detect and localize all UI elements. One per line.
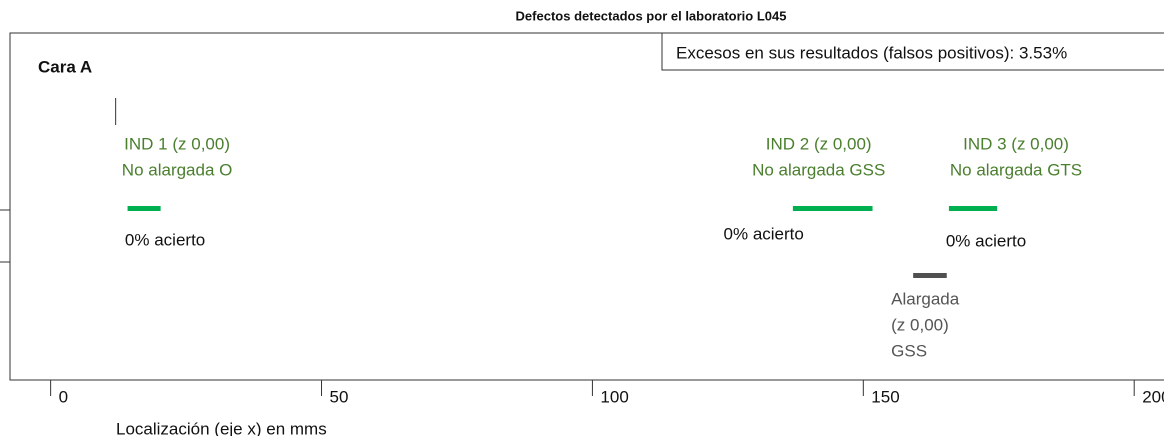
indication-name: IND 2 (z 0,00) (766, 134, 872, 153)
indication-kind: No alargada GTS (950, 160, 1082, 179)
summary-box (661, 32, 1164, 71)
x-tick-label: 150 (871, 387, 899, 406)
indication-kind: No alargada O (122, 160, 233, 179)
indication-name: IND 1 (z 0,00) (124, 134, 230, 153)
face-label: Cara A (38, 57, 92, 76)
indication-result: 0% acierto (125, 230, 205, 249)
detected-label: Alargada (891, 289, 960, 308)
x-axis-label: Localización (eje x) en mms (116, 419, 327, 436)
x-tick-label: 200 (1142, 387, 1164, 406)
x-tick-label: 0 (59, 387, 68, 406)
indication-name: IND 3 (z 0,00) (963, 134, 1069, 153)
x-tick-label: 50 (330, 387, 349, 406)
chart-title: Defectos detectados por el laboratorio L… (516, 8, 787, 23)
indication-result: 0% acierto (946, 231, 1026, 250)
indication-result: 0% acierto (724, 224, 804, 243)
detected-bar (913, 273, 947, 278)
detected-label: (z 0,00) (891, 315, 949, 334)
indication-bar (792, 206, 873, 211)
detected-label: GSS (891, 341, 927, 360)
indication-bar (948, 206, 998, 211)
indication-kind: No alargada GSS (752, 160, 885, 179)
summary: Excesos en sus resultados (falsos positi… (676, 43, 1067, 62)
plot-frame (9, 32, 1164, 381)
indication-bar (127, 206, 161, 211)
x-tick-label: 100 (600, 387, 628, 406)
